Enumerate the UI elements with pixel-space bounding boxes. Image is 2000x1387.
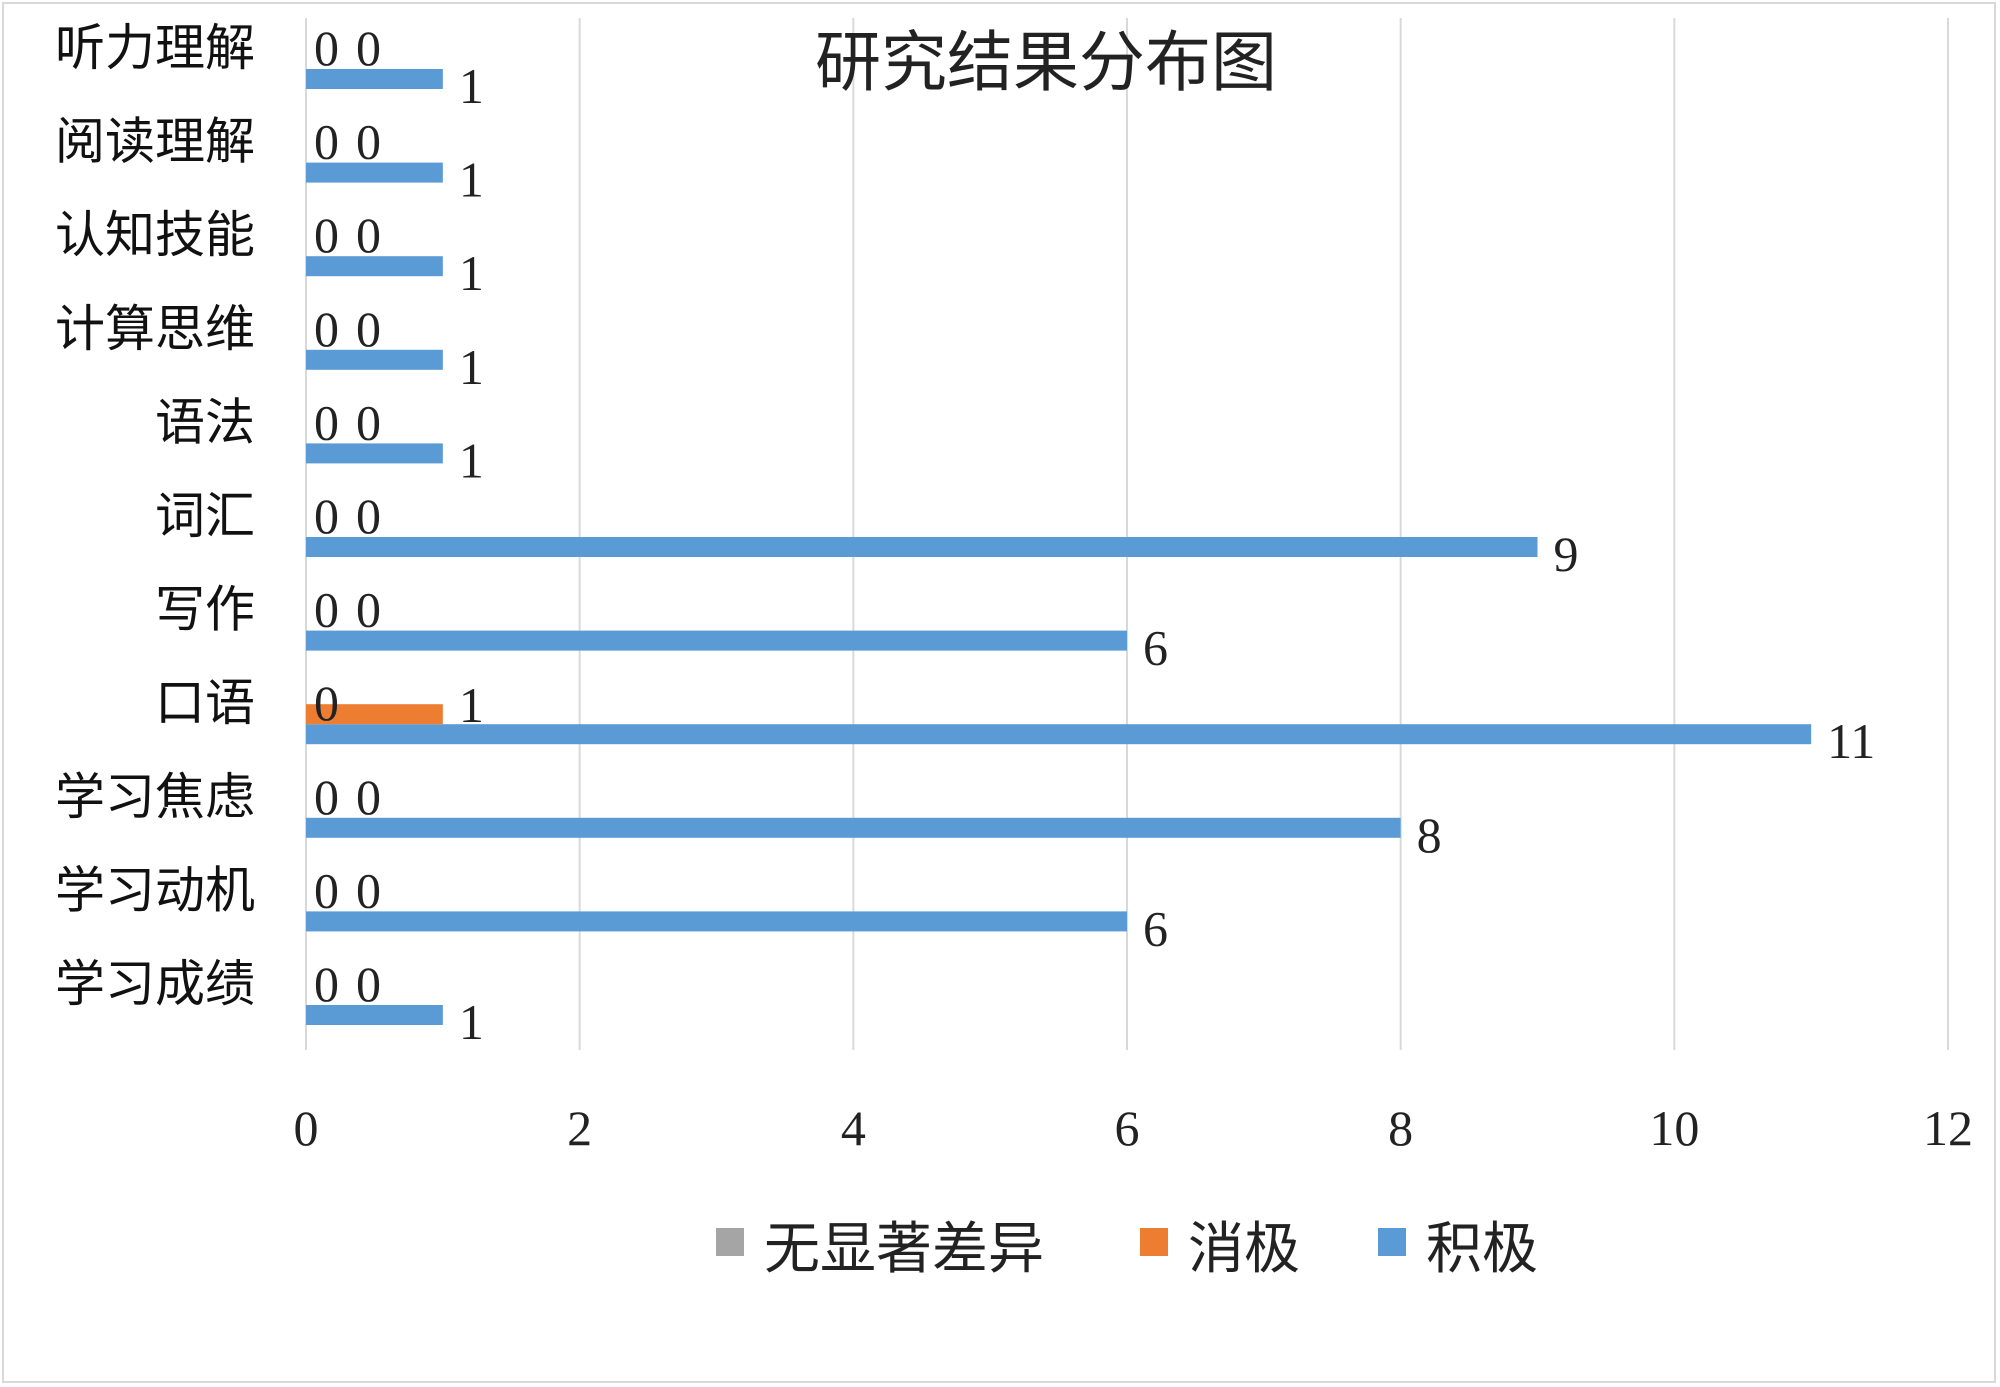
chart-title: 研究结果分布图 bbox=[815, 24, 1277, 101]
bar-positive bbox=[306, 724, 1812, 745]
data-label-no-difference: 0 bbox=[356, 769, 381, 825]
x-tick-label: 2 bbox=[567, 1100, 592, 1156]
data-label-no-difference: 0 bbox=[314, 675, 339, 731]
x-tick-label: 0 bbox=[294, 1100, 319, 1156]
bar-negative bbox=[306, 704, 443, 725]
legend-label: 积极 bbox=[1426, 1217, 1538, 1282]
legend-label: 消极 bbox=[1188, 1217, 1300, 1282]
data-label-positive: 8 bbox=[1417, 807, 1442, 863]
data-label-no-difference: 0 bbox=[356, 956, 381, 1012]
legend-swatch bbox=[1378, 1228, 1406, 1256]
data-label-positive: 1 bbox=[459, 58, 484, 114]
bar-positive bbox=[306, 911, 1127, 932]
data-label-no-difference: 0 bbox=[356, 488, 381, 544]
data-label-negative: 0 bbox=[314, 20, 339, 76]
data-label-positive: 6 bbox=[1143, 620, 1168, 676]
data-label-positive: 9 bbox=[1554, 526, 1579, 582]
data-label-no-difference: 0 bbox=[356, 114, 381, 170]
data-label-negative: 0 bbox=[314, 769, 339, 825]
data-label-negative: 1 bbox=[459, 677, 484, 733]
bar-positive bbox=[306, 537, 1538, 557]
legend-swatch bbox=[1140, 1228, 1168, 1256]
data-label-negative: 0 bbox=[314, 862, 339, 918]
data-label-no-difference: 0 bbox=[356, 862, 381, 918]
x-tick-label: 8 bbox=[1388, 1100, 1413, 1156]
category-label: 阅读理解 bbox=[55, 113, 255, 171]
data-label-negative: 0 bbox=[314, 582, 339, 638]
bar-positive bbox=[306, 349, 443, 370]
x-tick-label: 6 bbox=[1115, 1100, 1140, 1156]
data-label-negative: 0 bbox=[314, 956, 339, 1012]
data-label-no-difference: 0 bbox=[356, 20, 381, 76]
data-label-positive: 1 bbox=[459, 245, 484, 301]
bar-positive bbox=[306, 443, 443, 464]
data-label-no-difference: 0 bbox=[356, 207, 381, 263]
x-tick-label: 10 bbox=[1649, 1100, 1699, 1156]
bar-positive bbox=[306, 817, 1401, 838]
data-label-no-difference: 0 bbox=[356, 301, 381, 357]
category-label: 写作 bbox=[155, 581, 255, 639]
category-label: 词汇 bbox=[155, 487, 255, 545]
data-label-negative: 0 bbox=[314, 207, 339, 263]
category-label: 学习动机 bbox=[55, 861, 255, 919]
category-label: 语法 bbox=[155, 393, 255, 451]
category-label: 学习焦虑 bbox=[55, 768, 255, 826]
data-label-positive: 6 bbox=[1143, 900, 1168, 956]
x-tick-label: 12 bbox=[1923, 1100, 1973, 1156]
bar-positive bbox=[306, 256, 443, 277]
legend-swatch bbox=[716, 1228, 744, 1256]
data-label-negative: 0 bbox=[314, 488, 339, 544]
data-label-negative: 0 bbox=[314, 394, 339, 450]
category-label: 口语 bbox=[155, 674, 255, 732]
data-label-positive: 1 bbox=[459, 994, 484, 1050]
data-label-negative: 0 bbox=[314, 301, 339, 357]
data-label-positive: 11 bbox=[1827, 713, 1875, 769]
data-label-positive: 1 bbox=[459, 339, 484, 395]
legend-label: 无显著差异 bbox=[764, 1217, 1044, 1282]
bar-positive bbox=[306, 1005, 443, 1025]
data-label-negative: 0 bbox=[314, 114, 339, 170]
bar-positive bbox=[306, 69, 443, 89]
data-label-no-difference: 0 bbox=[356, 394, 381, 450]
category-label: 学习成绩 bbox=[55, 955, 255, 1013]
category-label: 计算思维 bbox=[55, 300, 255, 358]
category-label: 认知技能 bbox=[55, 206, 255, 264]
bar-positive bbox=[306, 162, 443, 183]
data-label-positive: 1 bbox=[459, 432, 484, 488]
bar-positive bbox=[306, 630, 1127, 651]
data-label-no-difference: 0 bbox=[356, 582, 381, 638]
data-label-positive: 1 bbox=[459, 152, 484, 208]
x-tick-label: 4 bbox=[841, 1100, 866, 1156]
category-label: 听力理解 bbox=[55, 19, 255, 77]
